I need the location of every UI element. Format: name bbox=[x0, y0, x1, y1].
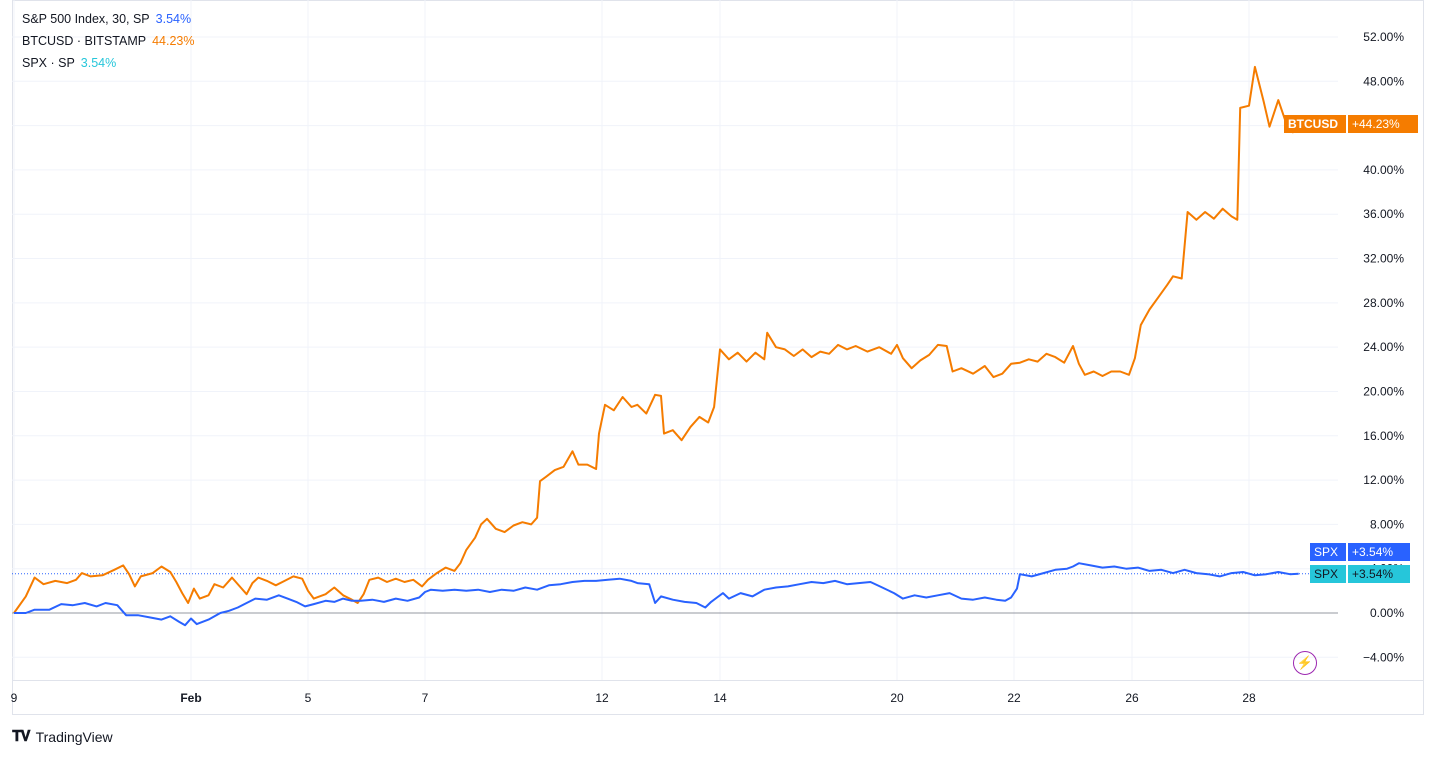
spx-main-name-tag: SPX bbox=[1310, 543, 1346, 561]
y-tick-label: 16.00% bbox=[1363, 429, 1404, 443]
legend-spx[interactable]: SPX · SP 3.54% bbox=[22, 56, 116, 70]
btc-name-tag: BTCUSD bbox=[1284, 115, 1346, 133]
spx-main-value-tag: +3.54% bbox=[1348, 543, 1410, 561]
x-tick-label: 26 bbox=[1125, 691, 1139, 705]
legend-spx-value: 3.54% bbox=[80, 56, 117, 70]
logo-text: TradingView bbox=[35, 728, 113, 745]
y-tick-label: 52.00% bbox=[1363, 30, 1404, 44]
y-tick-label: 48.00% bbox=[1363, 74, 1404, 88]
legend-btc[interactable]: BTCUSD · BITSTAMP 44.23% bbox=[22, 34, 195, 48]
legend-main-label: S&P 500 Index, 30, SP bbox=[22, 12, 150, 26]
y-tick-label: 28.00% bbox=[1363, 296, 1404, 310]
y-tick-label: 40.00% bbox=[1363, 163, 1404, 177]
x-tick-label: 22 bbox=[1007, 691, 1021, 705]
y-tick-label: 36.00% bbox=[1363, 207, 1404, 221]
x-tick-label: 14 bbox=[713, 691, 727, 705]
y-tick-label: 12.00% bbox=[1363, 473, 1404, 487]
legend-btc-label: BTCUSD · BITSTAMP bbox=[22, 34, 147, 48]
x-tick-label: 20 bbox=[890, 691, 904, 705]
x-tick-label: Feb bbox=[180, 691, 201, 705]
x-tick-label: 5 bbox=[305, 691, 312, 705]
spx-compare-value-tag: +3.54% bbox=[1348, 565, 1410, 583]
y-tick-label: 24.00% bbox=[1363, 340, 1404, 354]
y-tick-label: −4.00% bbox=[1363, 650, 1404, 664]
btcusd-line bbox=[13, 65, 1300, 614]
y-tick-label: 0.00% bbox=[1370, 606, 1404, 620]
grid-layer bbox=[12, 0, 1424, 715]
legend-main[interactable]: S&P 500 Index, 30, SP 3.54% bbox=[22, 12, 191, 26]
x-tick-label: 9 bbox=[11, 691, 18, 705]
legend-spx-label: SPX · SP bbox=[22, 56, 75, 70]
x-tick-label: 28 bbox=[1242, 691, 1256, 705]
tv-logo-icon: 𝐓𝐕 bbox=[12, 728, 31, 745]
y-tick-label: 32.00% bbox=[1363, 252, 1404, 266]
chart-frame bbox=[12, 0, 1424, 715]
y-tick-label: 20.00% bbox=[1363, 384, 1404, 398]
spx-compare-name-tag: SPX bbox=[1310, 565, 1346, 583]
series-layer bbox=[13, 65, 1300, 627]
axis-layer: 52.00%48.00%44.00%40.00%36.00%32.00%28.0… bbox=[11, 30, 1405, 705]
x-tick-label: 12 bbox=[595, 691, 609, 705]
y-tick-label: 8.00% bbox=[1370, 517, 1404, 531]
spx-line bbox=[14, 562, 1299, 627]
lightning-icon[interactable]: ⚡ bbox=[1293, 651, 1317, 675]
tradingview-logo[interactable]: 𝐓𝐕 TradingView bbox=[12, 728, 113, 745]
btc-value-tag: +44.23% bbox=[1348, 115, 1418, 133]
x-tick-label: 7 bbox=[422, 691, 429, 705]
legend-btc-value: 44.23% bbox=[152, 34, 195, 48]
legend-main-value: 3.54% bbox=[155, 12, 192, 26]
